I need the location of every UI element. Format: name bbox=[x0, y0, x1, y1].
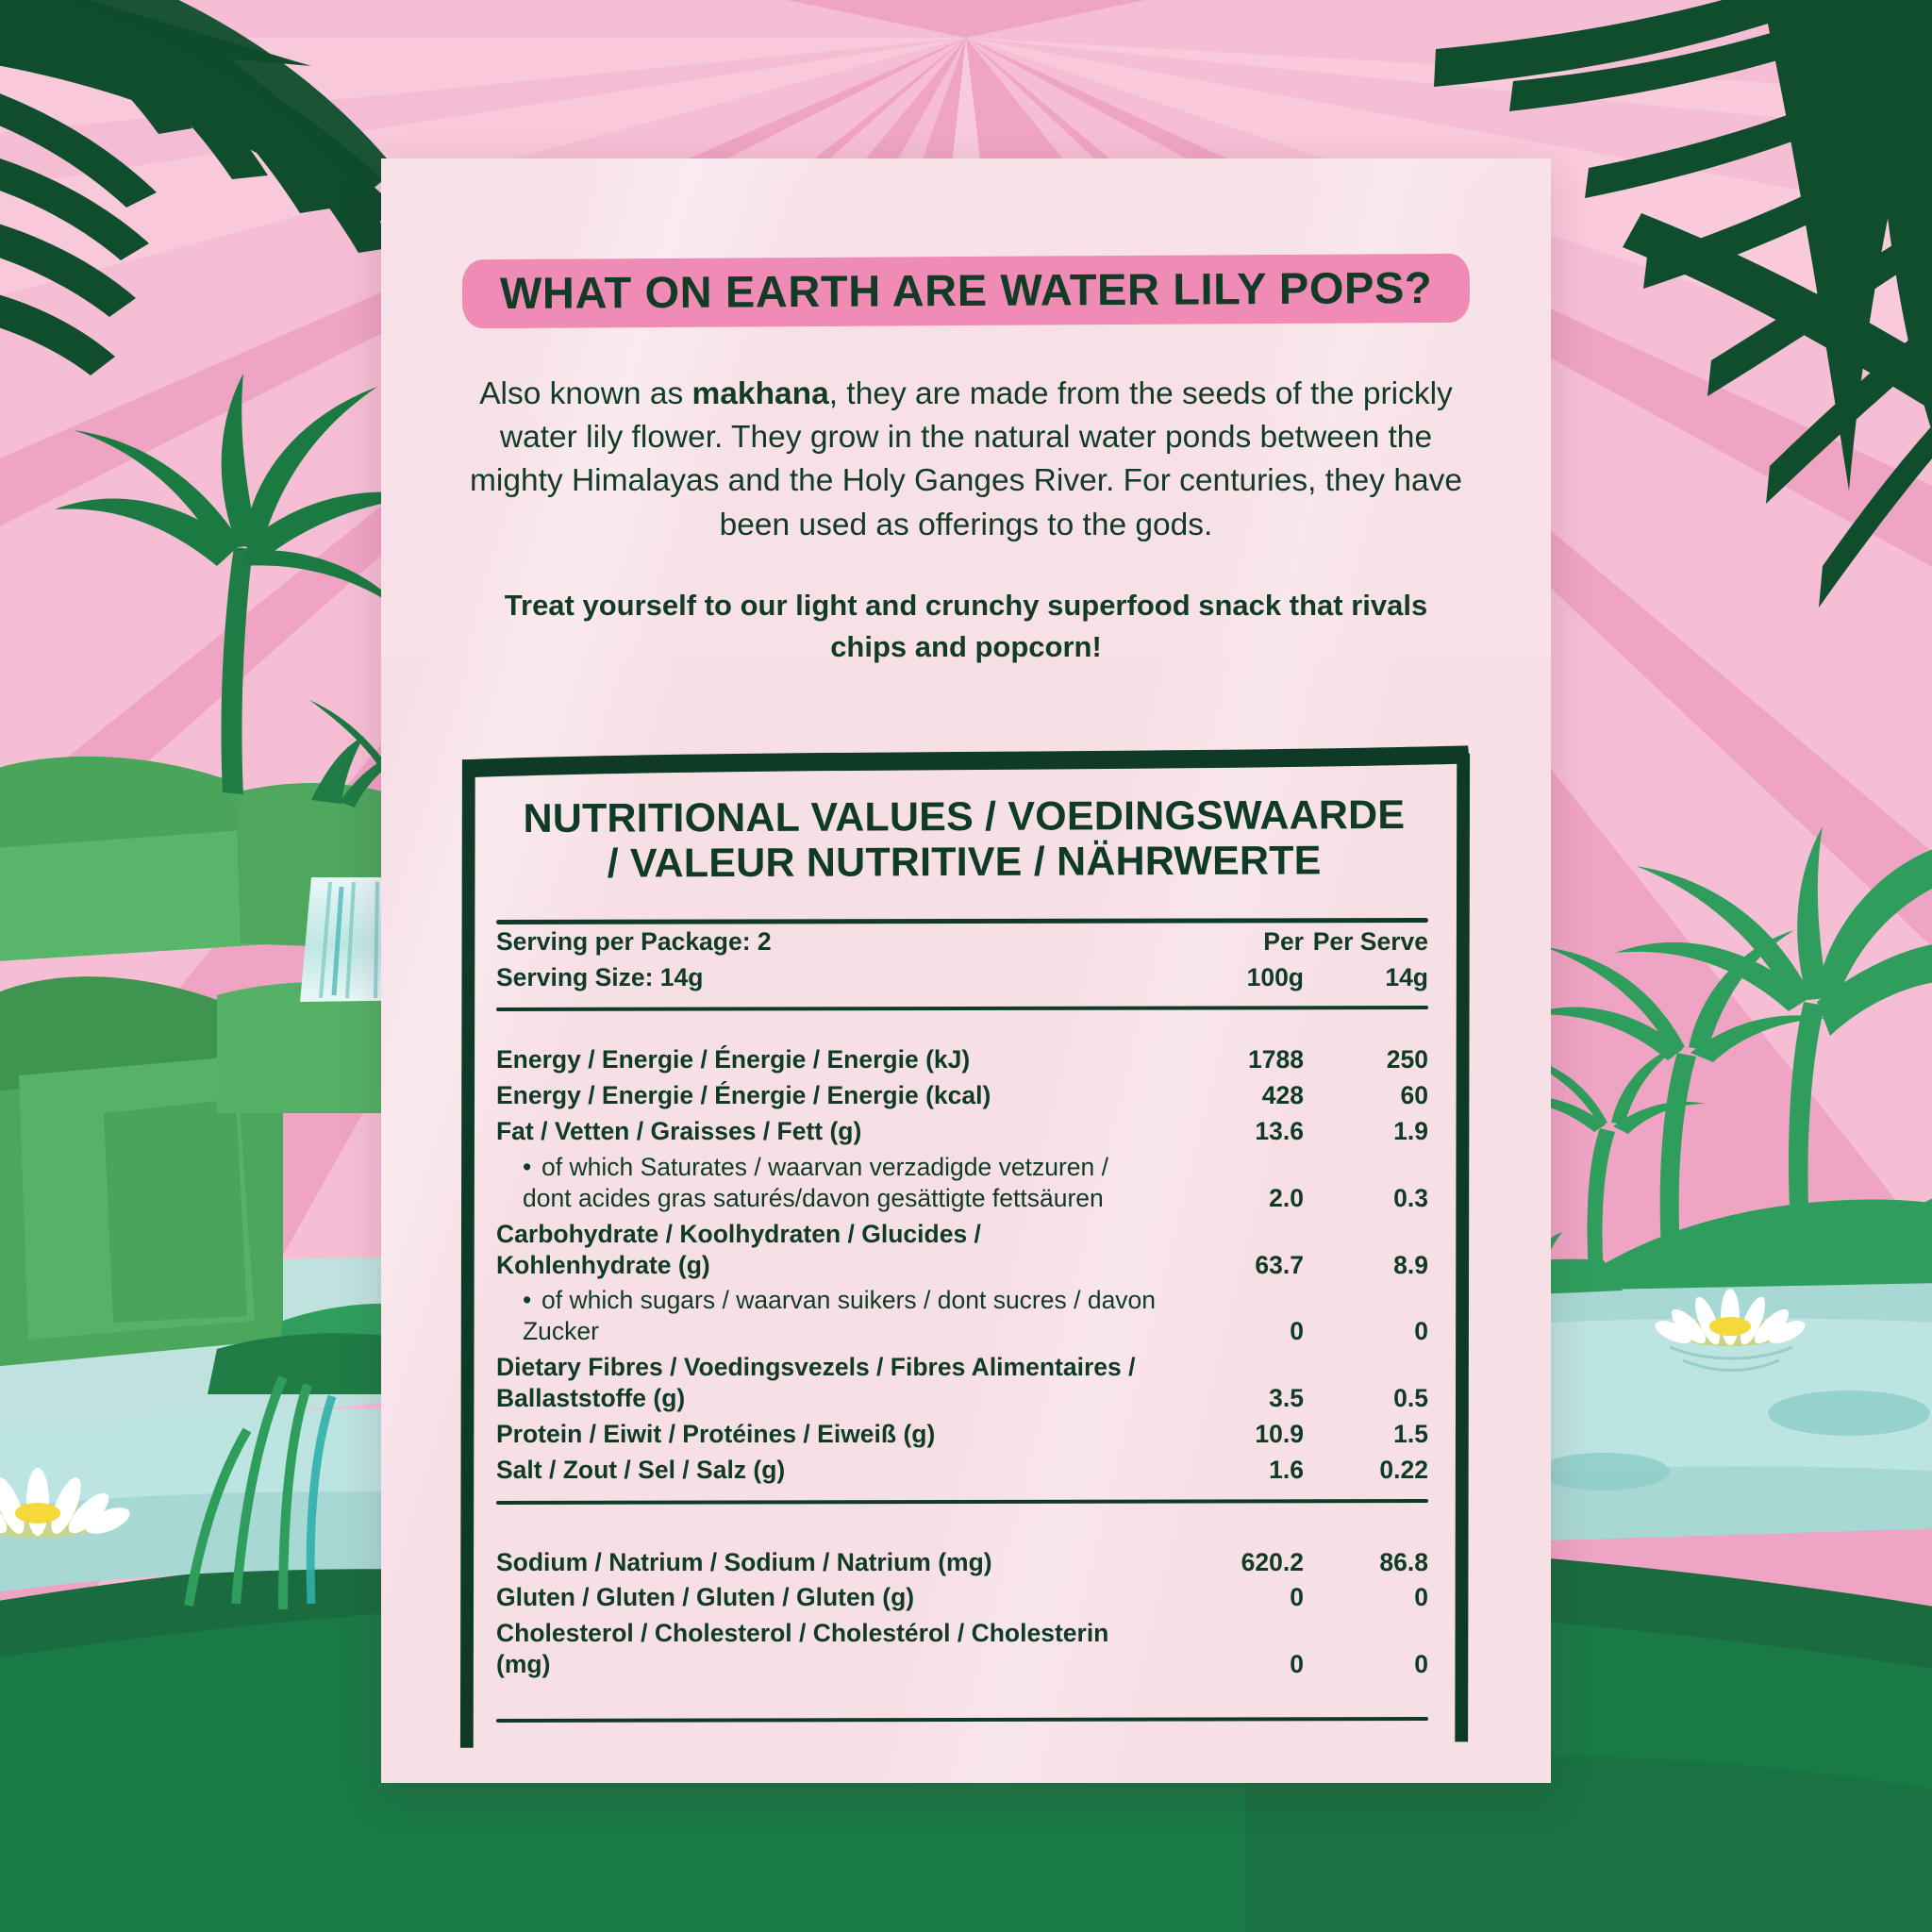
spacer bbox=[496, 1683, 1428, 1707]
table-mid-rule-row bbox=[495, 1488, 1429, 1515]
nutrition-title-line-1: NUTRITIONAL VALUES / VOEDINGSWAARDE bbox=[523, 791, 1406, 841]
table-row: Dietary Fibres / Voedingsvezels / Fibres… bbox=[496, 1350, 1428, 1417]
bullet-icon: • bbox=[523, 1286, 532, 1315]
table-mid-rule bbox=[495, 1498, 1429, 1505]
col1-header-line-2: 100g bbox=[1246, 962, 1304, 991]
row-per-serve: 0 bbox=[1414, 1317, 1428, 1346]
row-label: Energy / Energie / Énergie / Energie (kc… bbox=[496, 1081, 991, 1110]
row-per-serve: 0 bbox=[1414, 1650, 1428, 1679]
table-row: Energy / Energie / Énergie / Energie (kc… bbox=[496, 1078, 1428, 1114]
row-per-100g: 0 bbox=[1290, 1583, 1304, 1612]
row-per-100g: 13.6 bbox=[1255, 1117, 1304, 1146]
col1-header-line-1: Per bbox=[1263, 926, 1304, 956]
row-label: Fat / Vetten / Graisses / Fett (g) bbox=[496, 1117, 862, 1146]
row-label: Carbohydrate / Koolhydraten / Glucides /… bbox=[496, 1219, 981, 1279]
row-label-text: of which Saturates / waarvan verzadigde … bbox=[523, 1153, 1108, 1212]
row-per-100g: 0 bbox=[1290, 1317, 1304, 1346]
table-row: • of which sugars / waarvan suikers / don… bbox=[496, 1283, 1428, 1350]
row-label: • of which Saturates / waarvan verzadigde… bbox=[496, 1150, 1162, 1217]
tagline: Treat yourself to our light and crunchy … bbox=[504, 588, 1428, 663]
table-row: Carbohydrate / Koolhydraten / Glucides /… bbox=[496, 1216, 1428, 1283]
row-per-100g: 1788 bbox=[1248, 1045, 1304, 1074]
col2-header-line-2: 14g bbox=[1385, 962, 1428, 991]
row-per-100g: 1.6 bbox=[1269, 1455, 1304, 1484]
row-label: Salt / Zout / Sel / Salz (g) bbox=[496, 1455, 786, 1484]
row-per-100g: 63.7 bbox=[1255, 1250, 1304, 1279]
row-per-100g: 428 bbox=[1261, 1081, 1304, 1110]
nutrition-table-wrap: Serving per Package: 2 Per Per Serve Ser… bbox=[495, 918, 1429, 1734]
table-header-rule bbox=[495, 1006, 1429, 1012]
table-header-rule-row bbox=[495, 995, 1429, 1023]
table-row: Fat / Vetten / Graisses / Fett (g) 13.6 … bbox=[496, 1114, 1428, 1150]
table-row: Protein / Eiwit / Protéines / Eiweiß (g)… bbox=[496, 1416, 1428, 1452]
row-per-serve: 0.22 bbox=[1379, 1455, 1428, 1484]
table-row: Sodium / Natrium / Sodium / Natrium (mg)… bbox=[496, 1544, 1428, 1580]
row-label: Sodium / Natrium / Sodium / Natrium (mg) bbox=[496, 1547, 992, 1576]
bullet-icon: • bbox=[523, 1153, 532, 1182]
row-label-text: of which sugars / waarvan suikers / dont… bbox=[523, 1286, 1157, 1346]
row-label: Dietary Fibres / Voedingsvezels / Fibres… bbox=[496, 1353, 1136, 1413]
table-row: Gluten / Gluten / Gluten / Gluten (g) 0 … bbox=[496, 1580, 1428, 1616]
palm-frond-top-right bbox=[1434, 0, 1932, 608]
table-row: • of which Saturates / waarvan verzadigde… bbox=[496, 1150, 1428, 1217]
table-header-row-2: Serving Size: 14g 100g 14g bbox=[496, 959, 1428, 995]
palm-frond-top-left bbox=[0, 0, 396, 375]
row-per-serve: 0 bbox=[1414, 1583, 1428, 1612]
palm-tree-right bbox=[1615, 826, 1932, 1258]
row-per-100g: 0 bbox=[1290, 1650, 1304, 1679]
row-label: • of which sugars / waarvan suikers / don… bbox=[496, 1283, 1162, 1350]
serving-size: Serving Size: 14g bbox=[496, 962, 704, 991]
row-label: Protein / Eiwit / Protéines / Eiweiß (g) bbox=[496, 1419, 936, 1448]
nutrition-title-line-2: / VALEUR NUTRITIVE / NÄHRWERTE bbox=[607, 838, 1322, 887]
spacer bbox=[496, 1515, 1428, 1544]
table-header-row-1: Serving per Package: 2 Per Per Serve bbox=[496, 924, 1428, 959]
row-per-serve: 86.8 bbox=[1379, 1547, 1428, 1576]
table-bottom-rule-row bbox=[495, 1707, 1429, 1734]
nutrition-title: NUTRITIONAL VALUES / VOEDINGSWAARDE / VA… bbox=[485, 792, 1443, 888]
table-row: Cholesterol / Cholesterol / Cholestérol … bbox=[496, 1616, 1428, 1683]
packaging-label-card: WHAT ON EARTH ARE WATER LILY POPS? Also … bbox=[381, 158, 1551, 1783]
row-label: Energy / Energie / Énergie / Energie (kJ… bbox=[496, 1045, 971, 1074]
water-lily-left bbox=[0, 1468, 130, 1538]
description-part-2: , they are made from the seeds of the pr… bbox=[469, 376, 1462, 542]
description-part-1: Also known as bbox=[479, 376, 692, 411]
row-per-serve: 250 bbox=[1386, 1045, 1428, 1074]
water-lily-right bbox=[1655, 1289, 1806, 1372]
description-paragraph: Also known as makhana, they are made fro… bbox=[464, 373, 1468, 547]
row-per-serve: 8.9 bbox=[1393, 1250, 1428, 1279]
row-per-100g: 2.0 bbox=[1269, 1183, 1304, 1212]
row-per-100g: 3.5 bbox=[1269, 1384, 1304, 1413]
row-per-serve: 1.9 bbox=[1393, 1117, 1428, 1146]
row-per-serve: 0.5 bbox=[1393, 1384, 1428, 1413]
spacer bbox=[496, 1023, 1428, 1042]
description-bold-term: makhana bbox=[691, 376, 829, 411]
row-per-serve: 60 bbox=[1400, 1081, 1428, 1110]
nutrition-panel: NUTRITIONAL VALUES / VOEDINGSWAARDE / VA… bbox=[457, 740, 1475, 1762]
reeds-left bbox=[184, 1375, 312, 1610]
row-label: Gluten / Gluten / Gluten / Gluten (g) bbox=[496, 1583, 915, 1612]
nutrition-table: Serving per Package: 2 Per Per Serve Ser… bbox=[495, 924, 1429, 1734]
row-per-100g: 10.9 bbox=[1255, 1419, 1304, 1448]
row-per-serve: 1.5 bbox=[1393, 1419, 1428, 1448]
col2-header-line-1: Per Serve bbox=[1312, 926, 1428, 956]
palm-tree-left bbox=[55, 374, 434, 794]
table-row: Energy / Energie / Énergie / Energie (kJ… bbox=[496, 1042, 1428, 1078]
row-per-serve: 0.3 bbox=[1393, 1183, 1428, 1212]
row-per-100g: 620.2 bbox=[1241, 1547, 1304, 1576]
row-label: Cholesterol / Cholesterol / Cholestérol … bbox=[496, 1619, 1109, 1679]
serving-per-package: Serving per Package: 2 bbox=[496, 926, 772, 956]
table-row: Salt / Zout / Sel / Salz (g) 1.6 0.22 bbox=[496, 1452, 1428, 1488]
page-title: WHAT ON EARTH ARE WATER LILY POPS? bbox=[468, 252, 1465, 332]
headline-container: WHAT ON EARTH ARE WATER LILY POPS? bbox=[440, 255, 1492, 329]
table-bottom-rule bbox=[495, 1717, 1429, 1724]
